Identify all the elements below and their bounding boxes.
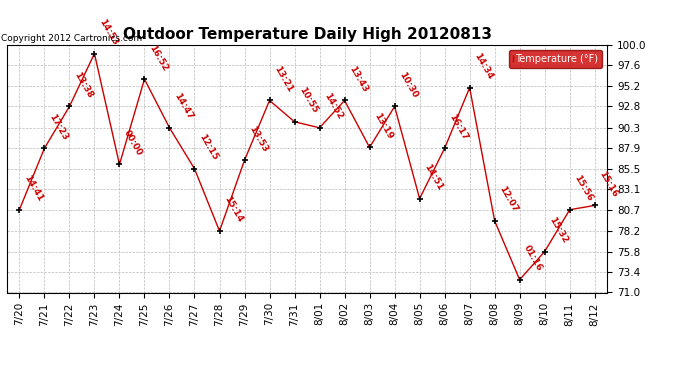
Text: 14:34: 14:34: [472, 51, 494, 81]
Text: 14:41: 14:41: [22, 173, 44, 203]
Text: 13:19: 13:19: [372, 111, 394, 141]
Text: 14:47: 14:47: [172, 92, 195, 121]
Text: 00:00: 00:00: [122, 129, 144, 158]
Text: 14:53: 14:53: [97, 17, 119, 47]
Title: Outdoor Temperature Daily High 20120813: Outdoor Temperature Daily High 20120813: [123, 27, 491, 42]
Text: 12:15: 12:15: [197, 133, 219, 162]
Text: 14:52: 14:52: [322, 92, 344, 121]
Text: 15:32: 15:32: [547, 215, 569, 245]
Text: 15:14: 15:14: [222, 195, 244, 224]
Text: 13:53: 13:53: [247, 124, 269, 153]
Text: 10:55: 10:55: [297, 86, 319, 115]
Text: 13:43: 13:43: [347, 64, 369, 94]
Text: 17:23: 17:23: [47, 112, 69, 141]
Text: 15:16: 15:16: [598, 170, 620, 199]
Text: 14:51: 14:51: [422, 162, 444, 192]
Text: 13:38: 13:38: [72, 70, 94, 100]
Text: 13:21: 13:21: [272, 64, 294, 94]
Text: 10:30: 10:30: [397, 70, 419, 100]
Text: 15:56: 15:56: [572, 174, 594, 203]
Legend: Temperature (°F): Temperature (°F): [509, 50, 602, 68]
Text: 16:52: 16:52: [147, 43, 169, 72]
Text: 01:16: 01:16: [522, 244, 544, 273]
Text: 12:07: 12:07: [497, 185, 520, 214]
Text: 16:17: 16:17: [447, 112, 469, 141]
Text: Copyright 2012 Cartronics.com: Copyright 2012 Cartronics.com: [1, 33, 142, 42]
